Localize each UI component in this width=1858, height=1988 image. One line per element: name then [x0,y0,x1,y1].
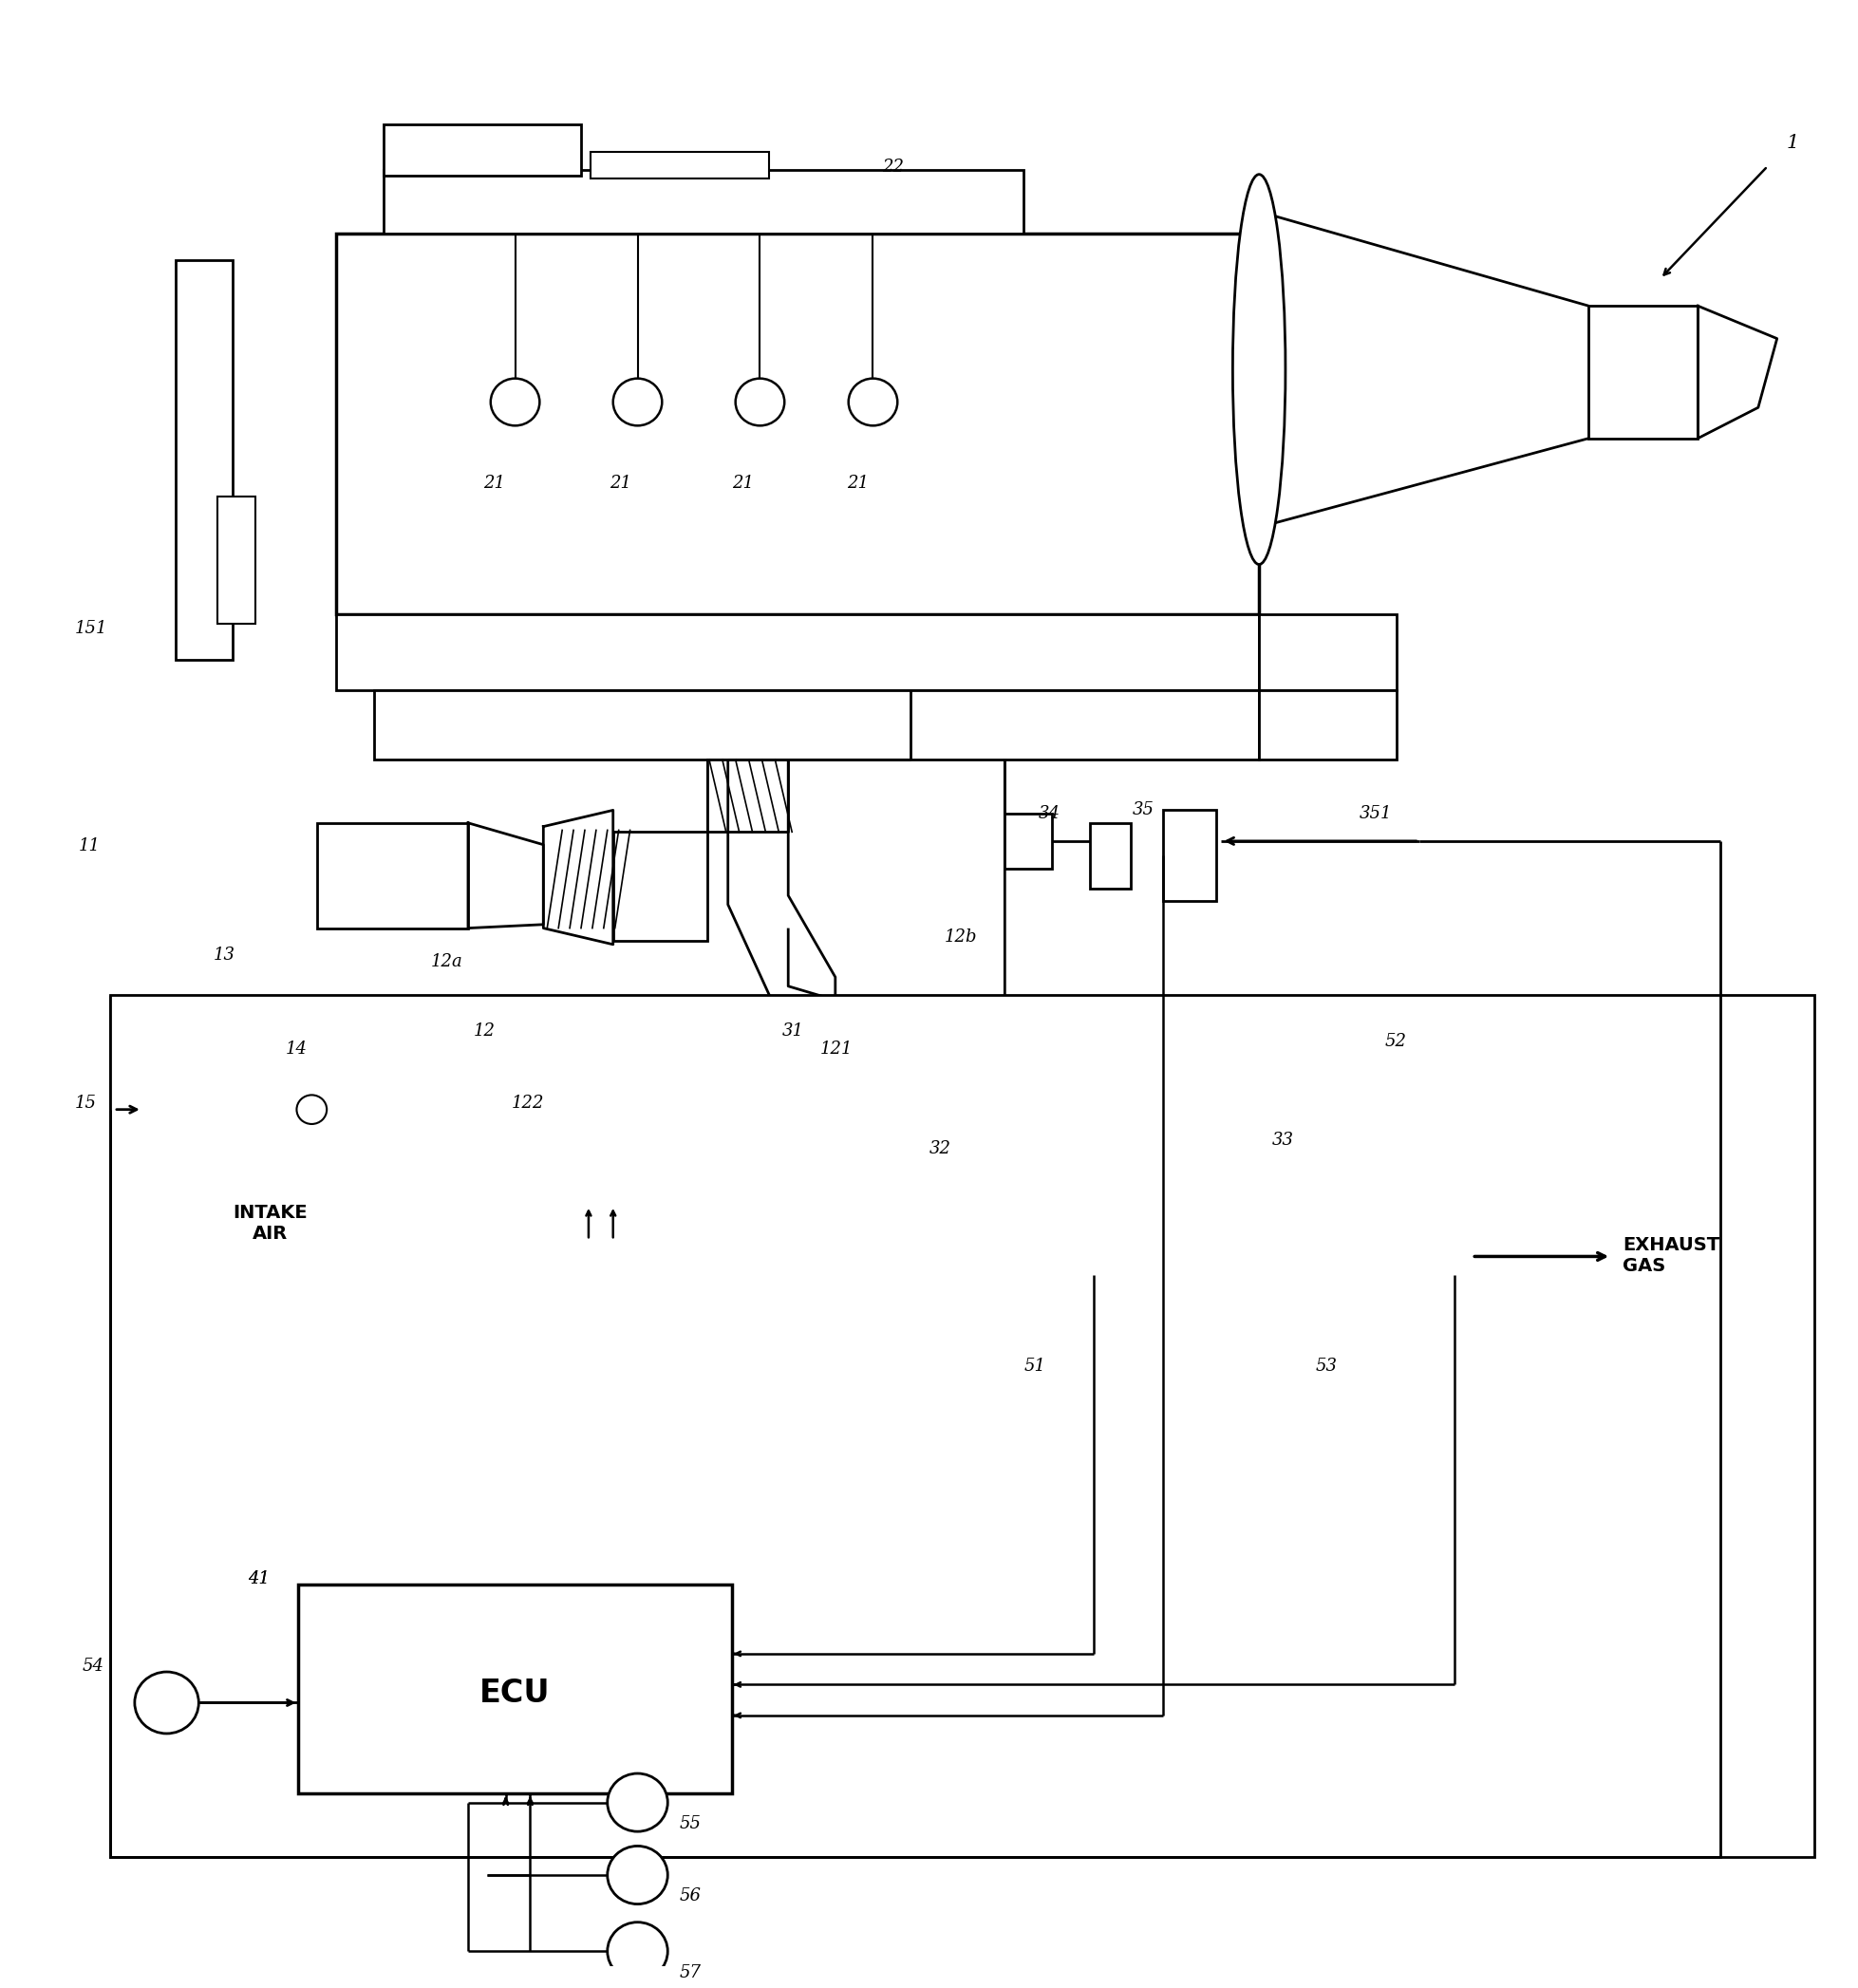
Text: 12a: 12a [431,954,463,970]
Bar [567,1141,628,1205]
Text: 15: 15 [74,1095,97,1111]
Bar [177,260,232,660]
Text: 22: 22 [883,159,903,177]
Bar [1005,813,1052,869]
Bar [1421,1056,1475,1191]
Bar [373,690,1258,759]
Circle shape [491,378,539,425]
Bar [1258,614,1395,690]
Bar [834,1159,1113,1354]
Circle shape [847,378,897,425]
Text: ECU: ECU [479,1678,550,1710]
Text: 53: 53 [1315,1358,1336,1376]
Bar [1589,306,1696,437]
Text: 56: 56 [678,1889,700,1905]
Text: 21: 21 [732,475,752,491]
Circle shape [608,1773,667,1831]
Bar [1163,811,1215,901]
Circle shape [134,1672,199,1734]
Polygon shape [543,811,613,944]
Text: 12b: 12b [944,928,977,944]
Text: 55: 55 [678,1815,700,1833]
Bar [299,1584,732,1793]
Text: EXHAUST
GAS: EXHAUST GAS [1622,1237,1719,1276]
Text: 21: 21 [845,475,868,491]
Circle shape [613,378,661,425]
Text: 21: 21 [609,475,632,491]
Polygon shape [1696,306,1776,437]
Text: 31: 31 [782,1022,805,1040]
Bar [318,823,468,928]
Circle shape [297,1095,327,1123]
Bar [223,1085,273,1135]
Text: 11: 11 [78,837,100,855]
Bar [336,614,1258,690]
Circle shape [736,378,784,425]
Text: 35: 35 [1132,801,1154,819]
Text: 1: 1 [1786,133,1799,151]
Circle shape [608,1847,667,1905]
Bar [383,125,582,175]
Text: 151: 151 [74,620,108,636]
Bar [217,497,255,624]
Bar [342,1050,401,1101]
Bar [1193,1149,1472,1354]
Text: 13: 13 [214,946,236,964]
Polygon shape [468,823,543,928]
Bar [591,151,769,179]
Text: 54: 54 [82,1658,104,1674]
Bar [1434,1235,1475,1274]
Bar [383,169,1024,233]
Text: 34: 34 [1039,805,1061,821]
Bar [1258,690,1395,759]
Bar [1074,1239,1111,1274]
Text: 41: 41 [247,1571,269,1586]
Ellipse shape [1232,175,1284,565]
Text: 122: 122 [511,1095,544,1111]
Bar [1089,823,1130,889]
Circle shape [608,1922,667,1980]
Text: 51: 51 [1024,1358,1044,1376]
Bar [110,996,1813,1857]
Text: 12: 12 [474,1022,496,1040]
Bar [336,233,1258,614]
Bar [613,831,706,940]
Polygon shape [706,759,788,831]
Text: 52: 52 [1384,1034,1407,1050]
Text: 21: 21 [483,475,505,491]
Text: INTAKE
AIR: INTAKE AIR [232,1205,307,1242]
Text: 41: 41 [247,1571,269,1586]
Text: 33: 33 [1271,1131,1293,1149]
Text: 57: 57 [678,1964,700,1980]
Text: 351: 351 [1358,805,1392,821]
Text: 14: 14 [284,1040,307,1058]
Text: 121: 121 [819,1040,853,1058]
Text: 32: 32 [929,1141,951,1157]
